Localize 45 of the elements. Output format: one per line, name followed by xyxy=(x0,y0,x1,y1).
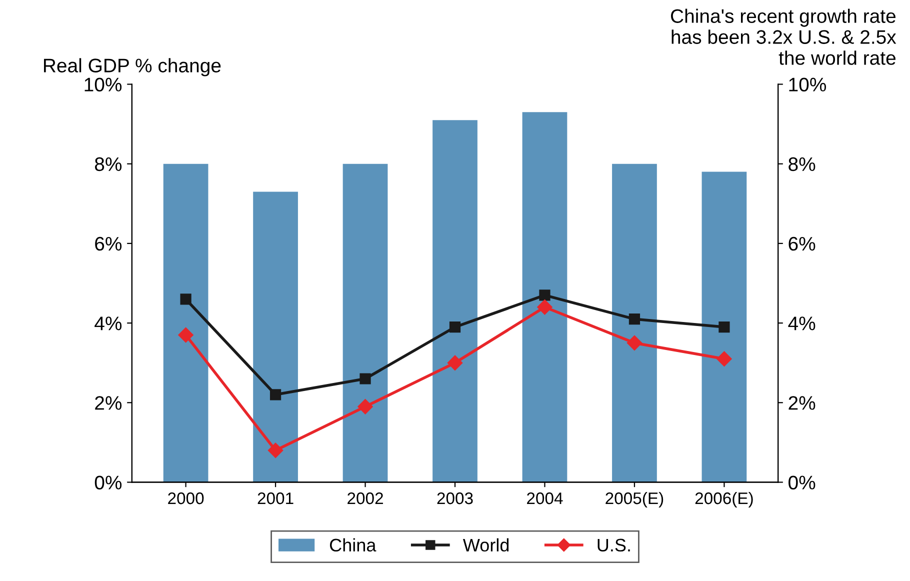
point xyxy=(358,399,373,414)
y-tick-label: 6% xyxy=(95,236,122,251)
y-axis-title: Real GDP % change xyxy=(44,58,221,76)
point xyxy=(628,314,640,325)
x-tick-label: 2001 xyxy=(258,492,294,504)
point xyxy=(449,321,461,333)
legend-label: China xyxy=(330,538,376,552)
y2-tick-label: 4% xyxy=(788,316,816,330)
x-tick-label: 2003 xyxy=(437,492,473,504)
point xyxy=(539,290,550,301)
x-tick-label: 2000 xyxy=(168,492,204,504)
y-tick-label: 2% xyxy=(95,396,122,410)
y2-tick-label: 6% xyxy=(788,236,816,251)
bar xyxy=(522,112,568,482)
y2-tick-label: 10% xyxy=(789,78,826,92)
point xyxy=(537,300,552,315)
y-tick-label: 8% xyxy=(94,157,122,172)
point xyxy=(180,294,192,305)
y2-tick-label: 8% xyxy=(788,157,816,172)
x-tick-label: 2004 xyxy=(527,492,563,504)
legend-label: U.S. xyxy=(598,538,630,552)
y-tick-label: 10% xyxy=(84,78,122,92)
y-tick-label: 4% xyxy=(94,316,122,330)
point xyxy=(716,351,732,366)
x-tick-label: 2005(E) xyxy=(606,492,664,508)
bar xyxy=(612,164,657,482)
point xyxy=(626,335,642,351)
point xyxy=(178,327,194,343)
bar xyxy=(163,164,208,482)
y2-tick-label: 2% xyxy=(788,396,816,410)
text: China's recent growth rate has been 3.2x U.S. & 2.5x the world rate xyxy=(671,8,896,65)
bar xyxy=(702,172,747,482)
point xyxy=(360,373,371,384)
bar xyxy=(253,192,298,482)
y-tick-label: 0% xyxy=(94,476,122,490)
x-tick-label: 2006(E) xyxy=(695,492,753,508)
bar xyxy=(432,120,478,482)
point xyxy=(270,389,282,400)
x-tick-label: 2002 xyxy=(348,492,383,504)
legend-label: World xyxy=(462,538,509,552)
point xyxy=(447,355,463,370)
y2-tick-label: 0% xyxy=(788,476,816,490)
bar xyxy=(342,164,388,482)
point xyxy=(718,321,730,333)
point xyxy=(268,442,284,458)
